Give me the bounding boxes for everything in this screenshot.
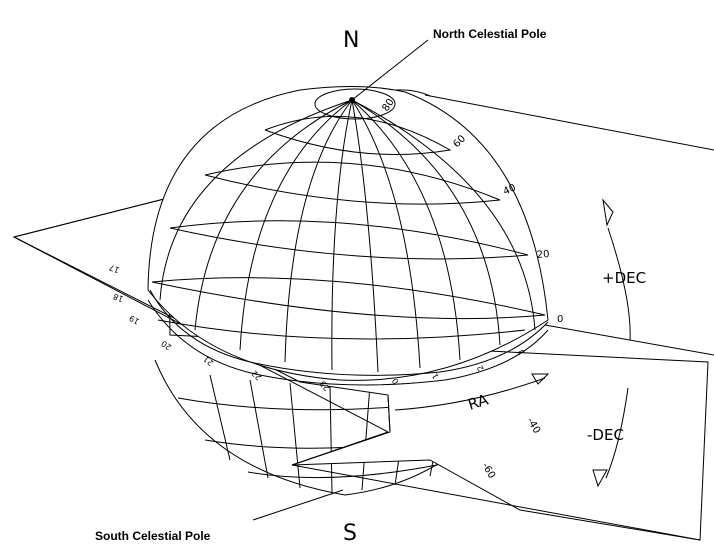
north-pole-point (349, 97, 355, 103)
ra-tick: 0 (390, 377, 400, 386)
dec-indicator (592, 198, 631, 488)
north-label: N (343, 28, 359, 53)
upper-hemisphere (147, 85, 549, 386)
ra-indicator (394, 373, 550, 411)
ra-tick: 19 (128, 313, 141, 326)
dec-tick: 40 (502, 182, 518, 197)
pole-leaders (252, 39, 429, 521)
ra-tick: 20 (160, 339, 174, 352)
north-celestial-pole-label: North Celestial Pole (433, 27, 547, 41)
south-pole-leader (252, 489, 344, 521)
plus-dec-label: +DEC (602, 269, 646, 287)
ra-tick: 3 (516, 348, 526, 357)
south-celestial-pole-label: South Celestial Pole (95, 529, 211, 543)
minus-dec-label: -DEC (587, 426, 624, 444)
dec-tick: 0 (557, 314, 563, 325)
ra-tick: 1 (430, 372, 440, 381)
ra-tick: 2 (475, 364, 485, 373)
ra-label: RA (466, 390, 491, 414)
south-label: S (343, 521, 357, 545)
north-pole-leader (351, 39, 429, 101)
ra-tick: 22 (250, 368, 264, 382)
right-arrow-icon (531, 373, 550, 385)
dec-tick: 20 (536, 249, 550, 261)
up-arrow-icon (602, 198, 614, 227)
ra-tick: 17 (108, 263, 121, 275)
ra-tick: 21 (202, 354, 216, 367)
down-arrow-icon (592, 469, 608, 488)
ra-tick: 18 (112, 292, 125, 304)
